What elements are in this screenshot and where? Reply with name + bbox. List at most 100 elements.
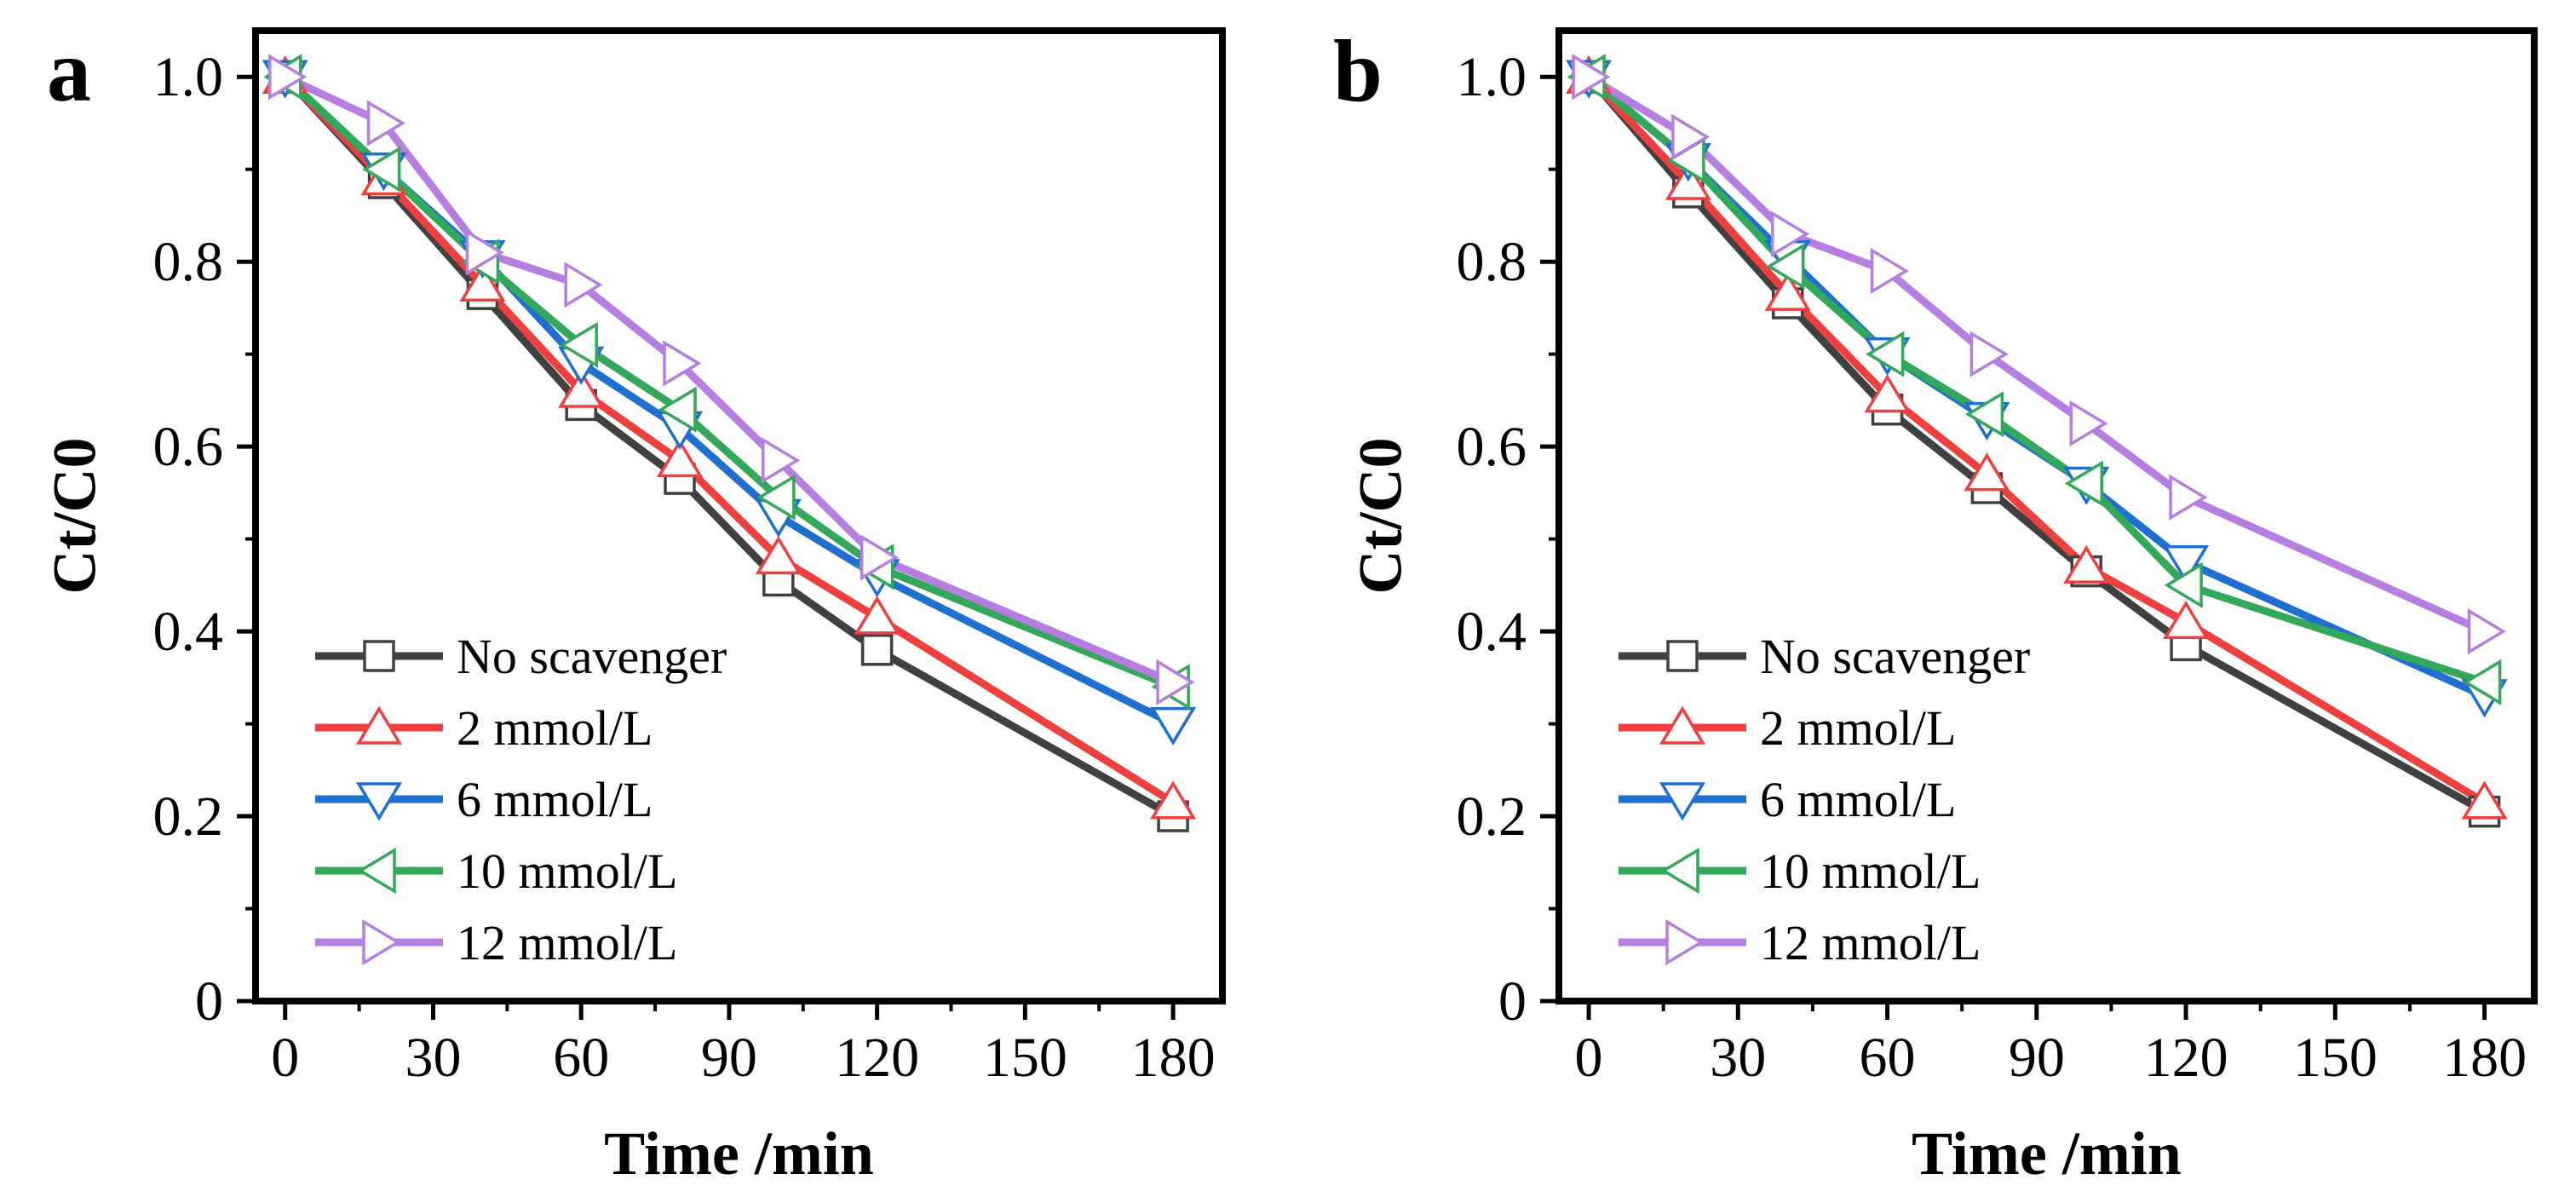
plot-frame bbox=[1555, 27, 2538, 1004]
data-point bbox=[1770, 210, 1810, 257]
data-point bbox=[1150, 706, 1197, 745]
data-point bbox=[1866, 331, 1905, 377]
legend-marker bbox=[355, 782, 403, 821]
data-point bbox=[2461, 780, 2508, 820]
y-axis-title: Ct/C0 bbox=[41, 438, 109, 595]
series-line-5 bbox=[283, 73, 1175, 686]
legend-item-5: 12 mmol/L bbox=[315, 915, 677, 970]
data-point bbox=[2463, 659, 2502, 705]
data-point bbox=[2467, 608, 2506, 655]
legend-marker bbox=[1660, 847, 1699, 895]
x-tick-label: 180 bbox=[1131, 1027, 1216, 1089]
data-point bbox=[2063, 544, 2110, 584]
legend-item-3: 6 mmol/L bbox=[315, 772, 653, 827]
x-axis-title: Time /min bbox=[1912, 1120, 2182, 1188]
legend-label: 2 mmol/L bbox=[457, 700, 653, 756]
legend-item-1: No scavenger bbox=[315, 629, 727, 684]
y-tick-label: 1.0 bbox=[153, 46, 224, 108]
legend-item-2: 2 mmol/L bbox=[1619, 700, 1956, 756]
data-point bbox=[656, 439, 704, 478]
data-point bbox=[1964, 391, 2004, 438]
series-markers-1 bbox=[268, 60, 1189, 832]
x-tick-label: 150 bbox=[983, 1027, 1067, 1089]
legend-label: 2 mmol/L bbox=[1760, 700, 1956, 756]
data-point bbox=[1964, 452, 2010, 492]
data-point bbox=[2064, 460, 2103, 507]
x-tick-label: 30 bbox=[1710, 1027, 1766, 1089]
legend-marker bbox=[362, 918, 401, 966]
y-tick-label: 1.0 bbox=[1457, 46, 1527, 108]
data-point bbox=[860, 534, 900, 581]
legend-label: No scavenger bbox=[1760, 629, 2030, 684]
legend-label: 6 mmol/L bbox=[1760, 772, 1956, 827]
data-point bbox=[756, 474, 796, 521]
y-tick-label: 0.4 bbox=[153, 601, 224, 663]
legend-label: 10 mmol/L bbox=[457, 843, 677, 899]
legend-marker bbox=[355, 705, 403, 745]
data-point bbox=[1764, 272, 1811, 311]
legend-label: 10 mmol/L bbox=[1760, 843, 1981, 899]
data-point bbox=[2162, 544, 2210, 584]
y-tick-label: 0.4 bbox=[1457, 601, 1527, 663]
series-markers-5 bbox=[267, 54, 1195, 705]
panel-letter: b bbox=[1333, 22, 1383, 120]
data-point bbox=[762, 437, 801, 484]
series-markers-5 bbox=[1572, 54, 2506, 655]
x-tick-label: 30 bbox=[405, 1027, 461, 1089]
panel-letter: a bbox=[47, 22, 91, 120]
data-point bbox=[2069, 400, 2108, 447]
y-tick-label: 0.8 bbox=[153, 231, 224, 293]
legend-label: 6 mmol/L bbox=[457, 772, 653, 827]
legend-marker bbox=[1665, 918, 1705, 966]
data-point bbox=[1572, 54, 1611, 101]
legend-item-2: 2 mmol/L bbox=[315, 700, 653, 756]
x-tick-label: 180 bbox=[2442, 1027, 2527, 1089]
data-point bbox=[755, 535, 802, 575]
series-line-1 bbox=[282, 74, 1176, 820]
data-point bbox=[1150, 780, 1197, 820]
data-point bbox=[366, 100, 405, 147]
data-point bbox=[559, 321, 598, 368]
y-tick-label: 0.2 bbox=[153, 786, 224, 848]
series-line-1 bbox=[1585, 74, 2487, 815]
x-tick-label: 60 bbox=[553, 1027, 609, 1089]
y-axis-title: Ct/C0 bbox=[1347, 438, 1415, 595]
data-point bbox=[2164, 561, 2203, 608]
legend-label: 12 mmol/L bbox=[1760, 915, 1981, 970]
data-point bbox=[860, 634, 894, 666]
x-tick-label: 90 bbox=[2009, 1027, 2065, 1089]
data-point bbox=[267, 54, 308, 101]
y-tick-label: 0.6 bbox=[1457, 416, 1527, 478]
legend-item-5: 12 mmol/L bbox=[1619, 915, 1981, 970]
x-tick-label: 120 bbox=[835, 1027, 919, 1089]
y-tick-label: 0.6 bbox=[153, 416, 224, 478]
data-point bbox=[1766, 243, 1805, 290]
data-point bbox=[564, 262, 603, 308]
plot-frame bbox=[252, 27, 1226, 1004]
x-tick-label: 0 bbox=[1575, 1027, 1603, 1089]
legend-marker bbox=[357, 847, 396, 895]
legend-marker bbox=[1659, 705, 1706, 745]
data-point bbox=[459, 262, 506, 302]
series-line-2 bbox=[282, 74, 1176, 806]
plot-area bbox=[1565, 54, 2508, 828]
chart-panel-a: a 0 30 60 90 120 150 180 0 0.2 0.4 0.6 0.8 1.0 Time /m… bbox=[41, 22, 1226, 1188]
y-tick-label: 0 bbox=[1498, 970, 1527, 1033]
data-point bbox=[1870, 247, 1909, 295]
data-point bbox=[1969, 331, 2009, 377]
legend: No scavenger 2 mmol/L 6 mmol/L 10 mmol/L 12 … bbox=[1619, 629, 2030, 970]
x-tick-label: 150 bbox=[2293, 1027, 2378, 1089]
data-point bbox=[1864, 374, 1911, 413]
series-line-5 bbox=[1586, 73, 2487, 636]
legend-marker bbox=[1666, 640, 1699, 672]
y-tick-label: 0 bbox=[195, 970, 223, 1033]
plot-area bbox=[262, 54, 1197, 832]
data-point bbox=[2162, 600, 2210, 639]
legend-item-3: 6 mmol/L bbox=[1619, 772, 1956, 827]
y-tick-label: 0.2 bbox=[1457, 786, 1527, 848]
data-point bbox=[658, 386, 697, 433]
data-point bbox=[663, 340, 702, 387]
y-tick-label: 0.8 bbox=[1457, 231, 1527, 293]
legend-marker bbox=[1659, 782, 1706, 821]
